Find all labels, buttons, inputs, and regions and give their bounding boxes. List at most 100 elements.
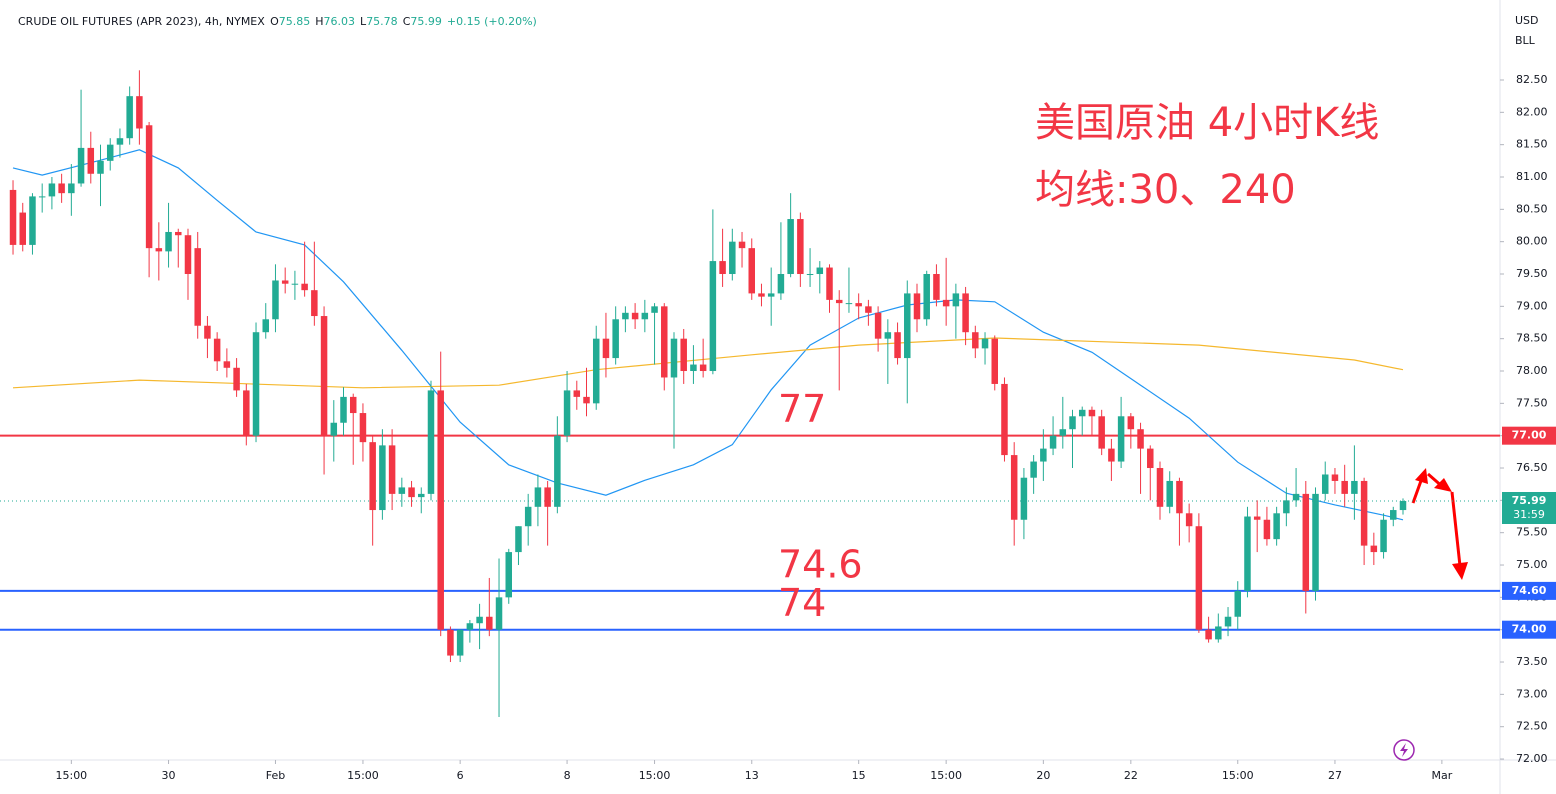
candle-body — [9, 189, 17, 245]
candle-body — [835, 299, 843, 304]
candle-body — [194, 248, 201, 326]
candle-body — [787, 219, 794, 275]
header-text: CRUDE OIL FUTURES (APR 2023), 4h, NYMEX O… — [18, 15, 537, 28]
candle-body — [631, 312, 639, 320]
candle-body — [388, 445, 396, 494]
candle-body — [690, 364, 697, 372]
candle-body — [894, 332, 901, 359]
candle-body — [505, 552, 512, 598]
candle-body — [184, 235, 192, 275]
candle-body — [155, 248, 163, 252]
candle-body — [583, 396, 590, 404]
header: CRUDE OIL FUTURES (APR 2023), 4h, NYMEX O… — [18, 15, 537, 28]
x-tick-label: 15:00 — [55, 769, 87, 782]
candle-body — [330, 422, 338, 436]
candle-body — [223, 361, 231, 368]
candle-body — [97, 160, 104, 174]
candle-body — [1215, 626, 1222, 640]
x-tick-label: 15:00 — [930, 769, 962, 782]
candle-body — [641, 312, 649, 320]
y-tick-label: 78.00 — [1516, 364, 1548, 377]
candle-body — [1137, 429, 1144, 449]
candle-body — [486, 616, 493, 630]
candle-body — [359, 413, 367, 443]
candle-body — [320, 316, 328, 436]
candle-body — [719, 261, 726, 275]
candle-body — [602, 338, 610, 359]
y-tick-label: 78.50 — [1516, 332, 1548, 345]
candle-body — [1059, 429, 1067, 436]
candle-body — [427, 390, 435, 494]
y-tick-label: 72.00 — [1516, 752, 1548, 765]
candle-body — [661, 306, 668, 378]
candle-body — [398, 487, 406, 494]
candle-body — [1030, 461, 1037, 478]
candle-body — [738, 241, 746, 249]
candle-body — [466, 623, 474, 630]
x-tick-label: 6 — [457, 769, 464, 782]
candle-body — [29, 196, 36, 245]
candle-body — [884, 332, 892, 339]
ohlc-value: 75.85 — [279, 15, 311, 28]
candle-body — [204, 325, 211, 339]
candle-body — [495, 597, 503, 630]
x-tick-label: 8 — [564, 769, 571, 782]
alert-icon[interactable] — [1393, 739, 1415, 761]
candle-body — [952, 293, 960, 307]
y-tick-label: 75.00 — [1516, 558, 1548, 571]
price-label: 77.00 — [1512, 429, 1547, 442]
candle-body — [349, 396, 357, 414]
last-price-box — [1502, 491, 1556, 524]
candle-body — [826, 267, 833, 300]
y-tick-label: 82.50 — [1516, 73, 1548, 86]
candle-body — [1010, 455, 1018, 520]
candle-body — [1088, 409, 1096, 417]
ma-line — [12, 337, 1404, 389]
candle-body — [777, 274, 785, 294]
candle-body — [991, 338, 999, 384]
candle-body — [233, 367, 240, 391]
candle-body — [418, 493, 425, 498]
ohlc-key: H — [315, 15, 323, 28]
candle-body — [904, 293, 911, 359]
candle-body — [1370, 545, 1378, 553]
candle-body — [1321, 474, 1329, 494]
candle-body — [1390, 510, 1397, 520]
x-tick-label: 20 — [1036, 769, 1050, 782]
candle-body — [87, 147, 95, 174]
candle-body — [874, 312, 882, 339]
candle-body — [554, 435, 561, 507]
candle-body — [291, 283, 299, 285]
candle-body — [797, 219, 804, 275]
price-label: 74.60 — [1512, 584, 1547, 597]
candle-body — [865, 306, 872, 313]
ohlc-value: 75.78 — [366, 15, 398, 28]
candle-body — [77, 147, 85, 184]
candle-body — [534, 487, 542, 507]
x-tick-label: 13 — [745, 769, 759, 782]
candle-body — [437, 390, 444, 630]
candle-body — [48, 183, 56, 197]
ohlc-value: 75.99 — [410, 15, 442, 28]
y-tick-label: 77.50 — [1516, 396, 1548, 409]
price-label-box — [1502, 426, 1556, 445]
candle-body — [1341, 480, 1348, 494]
candle-body — [262, 319, 269, 333]
y-tick-label: 81.50 — [1516, 138, 1548, 151]
candle-body — [845, 303, 853, 305]
candle-body — [165, 231, 172, 252]
x-tick-label: 15:00 — [1222, 769, 1254, 782]
candle-body — [573, 390, 581, 397]
y-tick-label: 82.00 — [1516, 105, 1548, 118]
ohlc-value: 76.03 — [324, 15, 356, 28]
y-tick-label: 72.50 — [1516, 720, 1548, 733]
candle-body — [758, 293, 765, 297]
candle-body — [563, 390, 571, 436]
candle-body — [767, 293, 775, 297]
candle-body — [1127, 416, 1135, 430]
candle-body — [243, 390, 250, 436]
forecast-arrows — [1411, 468, 1468, 580]
candle-body — [942, 299, 950, 307]
candle-body — [1312, 493, 1319, 591]
line-annotation: 74 — [778, 581, 826, 625]
